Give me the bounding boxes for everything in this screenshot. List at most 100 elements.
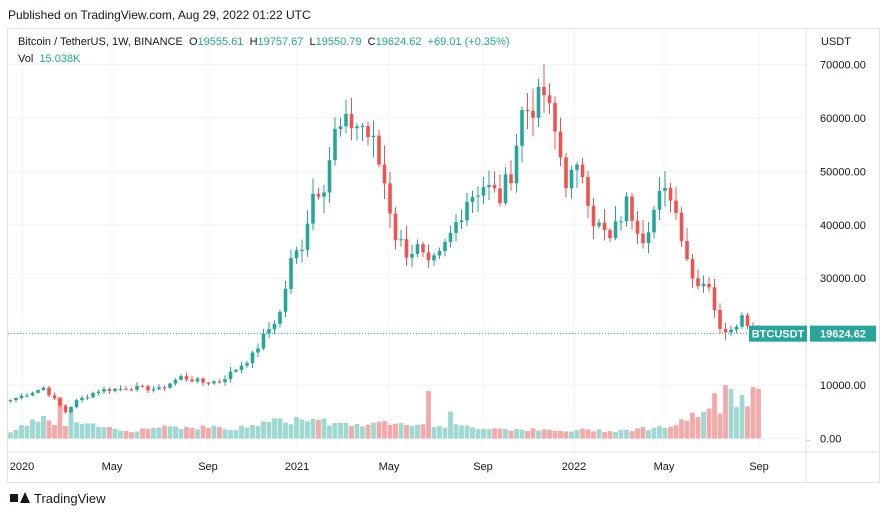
volume-bar (723, 385, 728, 439)
footer-brand[interactable]: TradingView (10, 491, 106, 506)
candle-body (140, 386, 145, 388)
volume-bar (629, 431, 635, 439)
candle-body (316, 193, 321, 197)
price-tick-label: 40000.00 (820, 220, 866, 232)
candle-body (179, 376, 183, 380)
volume-bar (574, 430, 580, 439)
candle-body (333, 128, 337, 161)
candle-body (338, 126, 343, 129)
price-tick-label: 70000.00 (820, 60, 866, 72)
candle-body (371, 135, 376, 137)
volume-bar (712, 393, 717, 439)
candle-body (696, 278, 700, 287)
candle-body (245, 363, 249, 366)
low-value: 19550.79 (315, 36, 362, 48)
volume-bar (706, 408, 712, 439)
volume-bar (134, 431, 140, 439)
volume-bar (228, 430, 233, 439)
candle-body (63, 405, 68, 413)
volume-bar (156, 427, 162, 439)
volume-bar (30, 419, 35, 439)
volume-bar (360, 426, 365, 439)
volume-bar (13, 429, 19, 439)
change-value: +69.01 (+0.35%) (427, 36, 510, 48)
candle-body (663, 187, 667, 191)
candle-body (558, 131, 563, 158)
volume-bar (470, 427, 475, 439)
open-label: O (188, 36, 198, 48)
volume-bar (52, 425, 57, 439)
candle-body (569, 169, 574, 189)
volume-bar (701, 411, 706, 439)
last-price-tag-label: 19624.62 (820, 329, 866, 341)
candle-body (69, 407, 73, 413)
volume-bar (349, 425, 354, 439)
candle-body (448, 232, 453, 242)
candle-body (630, 196, 634, 221)
volume-bar (585, 429, 591, 439)
candle-body (162, 387, 167, 389)
volume-bar (536, 430, 541, 439)
candle-body (261, 333, 266, 349)
volume-bar (68, 409, 74, 439)
volume-bar (547, 429, 552, 439)
volume-bar (90, 423, 96, 439)
volume-bar (200, 425, 206, 439)
volume-bar (173, 426, 178, 439)
volume-bar (162, 425, 167, 439)
candle-body (47, 387, 51, 396)
candle-body (465, 201, 469, 221)
volume-bar (684, 420, 690, 439)
volume-bar (734, 407, 739, 439)
candle-body (575, 164, 579, 170)
candle-body (707, 283, 711, 288)
candle-body (426, 252, 431, 261)
candle-body (201, 378, 205, 383)
candle-body (107, 389, 112, 392)
candle-body (624, 196, 629, 222)
volume-bar (651, 427, 657, 439)
currency-label: USDT (821, 36, 851, 48)
volume-bar (525, 431, 530, 439)
volume-bar (668, 426, 673, 439)
symbol-tag-bg (749, 325, 807, 342)
volume-bar (206, 427, 211, 439)
candle-body (58, 398, 62, 406)
candle-body (25, 395, 29, 397)
candle-body (173, 379, 178, 384)
candle-body (278, 311, 282, 324)
volume-bar (728, 389, 734, 439)
volume-bar (519, 429, 525, 439)
candle-body (536, 87, 541, 118)
candle-body (399, 239, 403, 241)
volume-bar (46, 420, 52, 439)
volume-bar (404, 424, 409, 439)
volume-bar (211, 425, 217, 439)
volume-bar (41, 415, 46, 439)
candle-body (190, 379, 194, 382)
candle-body (102, 389, 106, 392)
volume-bar (596, 429, 602, 439)
time-tick-label: 2020 (10, 461, 34, 473)
price-tick-label: 60000.00 (820, 113, 866, 125)
candle-body (256, 348, 260, 353)
volume-bar (79, 424, 85, 439)
price-tick-label: 50000.00 (820, 166, 866, 178)
candle-body (685, 241, 689, 260)
candle-body (734, 326, 739, 330)
candle-body (294, 250, 299, 259)
volume-bar (145, 429, 151, 439)
volume-bar (607, 431, 613, 439)
volume-bar (338, 422, 343, 439)
candle-body (723, 328, 728, 333)
candle-body (327, 160, 332, 193)
high-label: H (249, 36, 258, 48)
volume-bar (101, 427, 107, 439)
candle-body (415, 244, 420, 255)
volume-bar (739, 395, 745, 439)
volume-bar (690, 412, 695, 439)
volume-bar (618, 429, 624, 439)
volume-bar (167, 426, 173, 439)
volume-bar (448, 411, 453, 439)
